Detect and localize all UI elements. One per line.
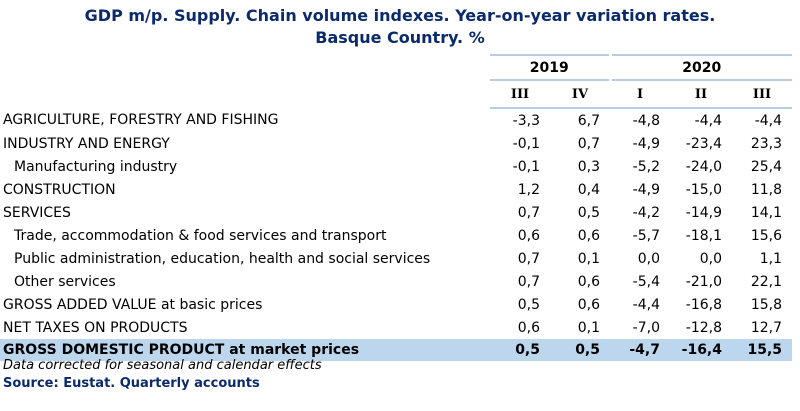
quarter-header: I — [610, 80, 670, 109]
value-cell: 0,0 — [637, 250, 660, 267]
value-cell: 0,6 — [517, 319, 540, 336]
value-cell: -5,2 — [632, 158, 660, 175]
value-cell: 0,5 — [490, 339, 550, 361]
table-row: GROSS ADDED VALUE at basic prices 0,5 0,6 -… — [0, 293, 792, 316]
value-cell: -16,4 — [670, 339, 732, 361]
quarter-header: IV — [550, 80, 610, 109]
row-label: Other services — [14, 273, 116, 290]
value-cell: 0,5 — [517, 296, 540, 313]
value-cell: 0,4 — [577, 181, 600, 198]
value-cell: -18,1 — [685, 227, 722, 244]
value-cell: 0,6 — [577, 296, 600, 313]
value-cell: 0,6 — [517, 227, 540, 244]
row-label: Public administration, education, health… — [14, 250, 431, 267]
value-cell: -4,4 — [754, 112, 783, 129]
value-cell: -24,0 — [685, 158, 722, 175]
value-cell: 0,6 — [577, 273, 600, 290]
value-cell: 0,1 — [577, 250, 600, 267]
quarter-header: III — [490, 80, 550, 109]
value-cell: 1,1 — [759, 250, 783, 267]
table-row: CONSTRUCTION 1,2 0,4 -4,9 -15,0 11,8 — [0, 178, 792, 201]
quarter-header: III — [732, 80, 793, 109]
value-cell: -14,9 — [685, 204, 722, 221]
value-cell: -23,4 — [685, 135, 722, 152]
row-label: CONSTRUCTION — [3, 181, 116, 198]
value-cell: -4,9 — [632, 135, 660, 152]
table-row: INDUSTRY AND ENERGY -0,1 0,7 -4,9 -23,4 23,3 — [0, 132, 792, 155]
quarter-header-row: III IV I II III — [0, 80, 793, 109]
value-cell: -7,0 — [632, 319, 660, 336]
row-label: INDUSTRY AND ENERGY — [3, 135, 170, 152]
table-row: Trade, accommodation & food services and… — [0, 224, 792, 247]
gdp-total-row: GROSS DOMESTIC PRODUCT at market prices 0… — [0, 339, 793, 361]
value-cell: 1,2 — [517, 181, 540, 198]
year-2019-header: 2019 — [490, 54, 610, 81]
value-cell: -5,7 — [632, 227, 660, 244]
year-2020-header: 2020 — [608, 54, 793, 81]
table-row: Other services 0,7 0,6 -5,4 -21,0 22,1 — [0, 270, 792, 293]
table-row: Public administration, education, health… — [0, 247, 792, 270]
value-cell: 0,3 — [577, 158, 600, 175]
source-note: Source: Eustat. Quarterly accounts — [3, 376, 260, 391]
value-cell: 0,7 — [577, 135, 600, 152]
row-label: Manufacturing industry — [14, 158, 178, 175]
value-cell: 0,0 — [699, 250, 722, 267]
value-cell: -21,0 — [685, 273, 722, 290]
value-cell: -4,4 — [694, 112, 722, 129]
value-cell: 0,5 — [550, 339, 610, 361]
value-cell: 0,5 — [577, 204, 600, 221]
value-cell: 0,7 — [517, 204, 540, 221]
value-cell: 23,3 — [750, 135, 783, 152]
row-label: GROSS DOMESTIC PRODUCT at market prices — [0, 339, 490, 361]
value-cell: 0,1 — [577, 319, 600, 336]
value-cell: 25,4 — [750, 158, 783, 175]
value-cell: -12,8 — [685, 319, 722, 336]
value-cell: 0,7 — [517, 273, 540, 290]
value-cell: -16,8 — [685, 296, 722, 313]
value-cell: -3,3 — [512, 112, 540, 129]
value-cell: 6,7 — [577, 112, 600, 129]
value-cell: 15,5 — [732, 339, 793, 361]
value-cell: 0,6 — [577, 227, 600, 244]
value-cell: -4,7 — [610, 339, 670, 361]
quarter-header: II — [670, 80, 732, 109]
value-cell: 22,1 — [750, 273, 783, 290]
table-row: AGRICULTURE, FORESTRY AND FISHING -3,3 6,7… — [0, 108, 792, 132]
value-cell: 14,1 — [750, 204, 783, 221]
value-cell: 11,8 — [750, 181, 783, 198]
footnote: Data corrected for seasonal and calendar… — [3, 358, 322, 373]
table-row: Manufacturing industry -0,1 0,3 -5,2 -24,0 25… — [0, 155, 792, 178]
gdp-supply-table: 2019 2020 III IV I II III AGRICULTURE, F… — [0, 54, 793, 361]
value-cell: -4,2 — [632, 204, 660, 221]
value-cell: -5,4 — [632, 273, 660, 290]
value-cell: -4,9 — [632, 181, 660, 198]
table-title-line-1: GDP m/p. Supply. Chain volume indexes. Y… — [84, 6, 716, 25]
row-label: AGRICULTURE, FORESTRY AND FISHING — [3, 112, 279, 128]
value-cell: 15,6 — [750, 227, 783, 244]
value-cell: -0,1 — [512, 158, 540, 175]
value-cell: 0,7 — [517, 250, 540, 267]
value-cell: -0,1 — [512, 135, 540, 152]
value-cell: -4,4 — [632, 296, 660, 313]
year-header-row: 2019 2020 — [0, 54, 793, 81]
value-cell: -4,8 — [632, 112, 660, 129]
row-label: NET TAXES ON PRODUCTS — [3, 319, 188, 336]
table-title-line-2: Basque Country. % — [315, 28, 485, 47]
table-row: NET TAXES ON PRODUCTS 0,6 0,1 -7,0 -12,8 12,7 — [0, 316, 792, 339]
row-label: GROSS ADDED VALUE at basic prices — [3, 296, 263, 313]
row-label: SERVICES — [3, 204, 71, 221]
row-label: Trade, accommodation & food services and… — [14, 227, 387, 244]
value-cell: 15,8 — [750, 296, 783, 313]
value-cell: -15,0 — [685, 181, 722, 198]
value-cell: 12,7 — [750, 319, 783, 336]
table-row: SERVICES 0,7 0,5 -4,2 -14,9 14,1 — [0, 201, 792, 224]
